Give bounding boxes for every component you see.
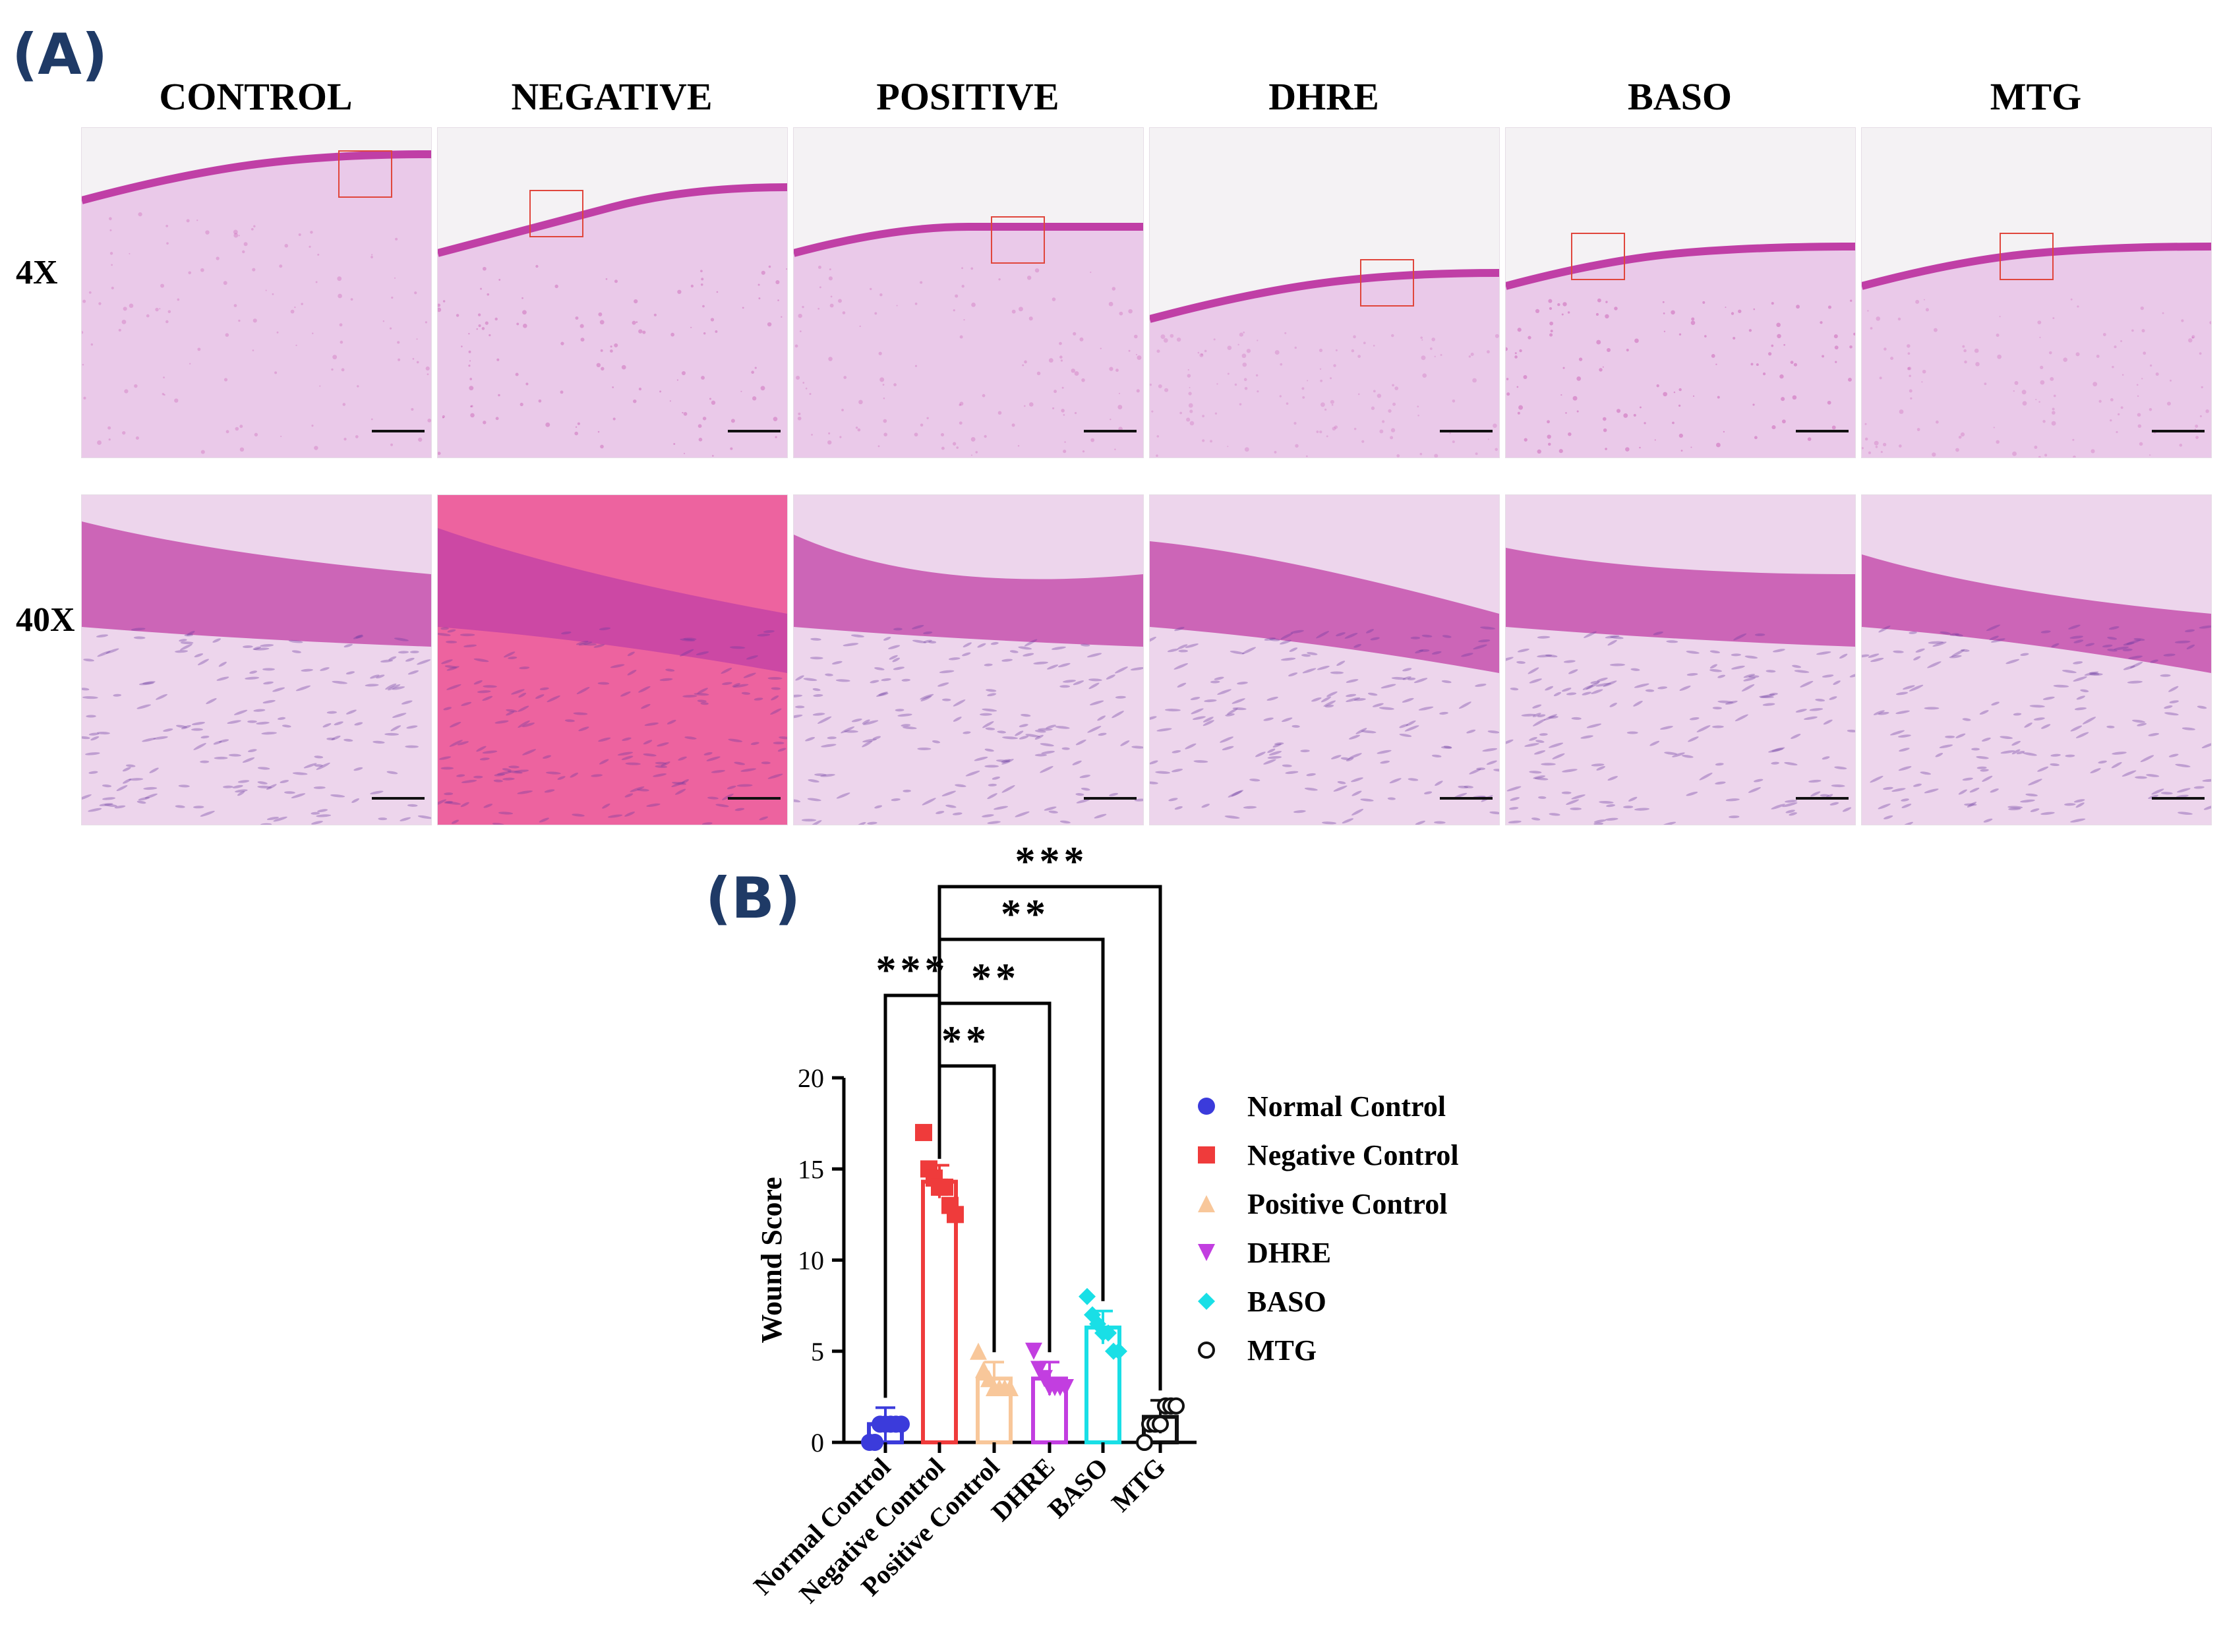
- y-tick-label: 5: [811, 1337, 824, 1367]
- significance-label: **: [1001, 892, 1050, 937]
- histology-drawing: [1150, 495, 1499, 825]
- data-point: [1110, 1342, 1127, 1360]
- legend-label: Normal Control: [1247, 1090, 1446, 1123]
- legend-marker: [1198, 1293, 1215, 1310]
- significance-label: **: [941, 1018, 990, 1063]
- data-point: [915, 1123, 932, 1141]
- data-point: [1100, 1324, 1117, 1342]
- histology-4x-baso: [1505, 127, 1856, 458]
- x-tick-label: BASO: [1042, 1452, 1114, 1524]
- x-tick-label: DHRE: [986, 1452, 1061, 1527]
- histology-4x-negative: [437, 127, 788, 458]
- significance-bracket: [937, 937, 1105, 1301]
- legend-label: BASO: [1247, 1285, 1326, 1318]
- row-label-40x: 40X: [16, 601, 75, 639]
- data-point: [1030, 1361, 1048, 1378]
- significance-bracket: [883, 993, 941, 1398]
- significance-label: **: [971, 956, 1020, 1001]
- histology-40x-control: [81, 494, 432, 825]
- significance-label: ***: [876, 948, 949, 993]
- column-label-control: CONTROL: [159, 75, 353, 118]
- data-point: [1152, 1415, 1169, 1433]
- histology-40x-mtg: [1861, 494, 2212, 825]
- histology-4x-control: [81, 127, 432, 458]
- histology-4x-positive: [793, 127, 1144, 458]
- legend-label: Positive Control: [1247, 1188, 1448, 1220]
- significance-bracket: [937, 885, 1162, 1391]
- panel-b-letter: (B): [705, 866, 801, 931]
- data-point: [893, 1415, 910, 1433]
- data-point: [1001, 1379, 1019, 1397]
- histology-drawing: [438, 128, 787, 457]
- histology-drawing: [794, 495, 1143, 825]
- column-label-mtg: MTG: [1990, 75, 2082, 118]
- y-axis-label: Wound Score: [756, 1177, 788, 1343]
- histology-drawing: [794, 128, 1143, 457]
- x-tick-label: MTG: [1106, 1452, 1171, 1518]
- data-point: [1079, 1287, 1096, 1305]
- histology-drawing: [1150, 128, 1499, 457]
- y-tick-label: 15: [798, 1154, 824, 1184]
- column-label-dhre: DHRE: [1268, 75, 1379, 118]
- histology-40x-dhre: [1149, 494, 1500, 825]
- data-point: [866, 1434, 883, 1451]
- legend-label: DHRE: [1247, 1237, 1331, 1269]
- column-label-positive: POSITIVE: [876, 75, 1059, 118]
- legend-label: Negative Control: [1247, 1139, 1459, 1171]
- legend-marker: [1198, 1146, 1215, 1164]
- data-point: [970, 1342, 987, 1360]
- data-point: [1036, 1370, 1053, 1388]
- histology-4x-mtg: [1861, 127, 2212, 458]
- y-tick-label: 20: [798, 1063, 824, 1093]
- histology-40x-baso: [1505, 494, 1856, 825]
- legend-label: MTG: [1247, 1334, 1317, 1367]
- y-tick-label: 10: [798, 1246, 824, 1276]
- row-label-4x: 4X: [16, 254, 58, 291]
- legend-marker: [1198, 1098, 1215, 1115]
- data-point: [947, 1206, 964, 1224]
- legend-marker: [1198, 1244, 1215, 1261]
- histology-40x-negative: [437, 494, 788, 825]
- data-point: [1136, 1434, 1153, 1451]
- histology-drawing: [1862, 495, 2211, 825]
- data-point: [936, 1178, 953, 1196]
- histology-drawing: [438, 495, 787, 825]
- histology-drawing: [1862, 128, 2211, 457]
- histology-drawing: [82, 495, 431, 825]
- histology-drawing: [82, 128, 431, 457]
- histology-4x-dhre: [1149, 127, 1500, 458]
- panel-a-letter: (A): [12, 22, 108, 88]
- data-point: [1168, 1397, 1185, 1415]
- histology-40x-positive: [793, 494, 1144, 825]
- histology-drawing: [1506, 495, 1855, 825]
- column-label-negative: NEGATIVE: [511, 75, 713, 118]
- legend-marker: [1198, 1195, 1215, 1212]
- column-label-baso: BASO: [1628, 75, 1732, 118]
- histology-drawing: [1506, 128, 1855, 457]
- significance-label: ***: [1015, 839, 1088, 884]
- data-point: [1057, 1379, 1074, 1397]
- legend-marker: [1198, 1342, 1215, 1359]
- y-tick-label: 0: [811, 1428, 824, 1458]
- data-point: [1025, 1342, 1042, 1360]
